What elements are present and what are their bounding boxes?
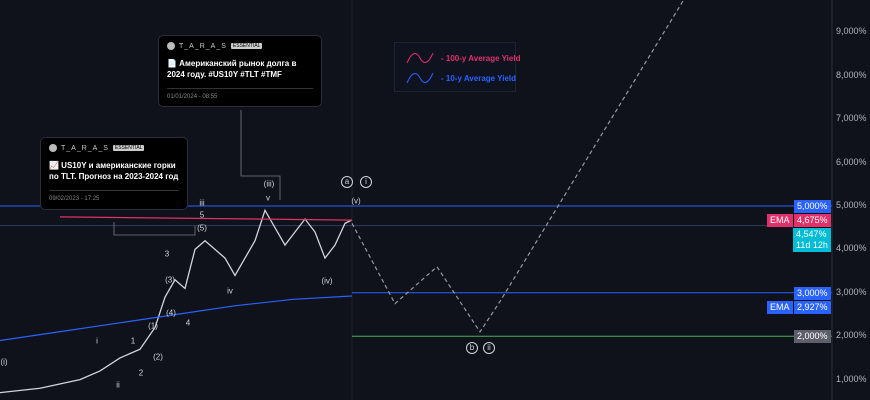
y-tick-label: 6,000%: [836, 156, 867, 167]
wave-label: (v): [351, 196, 361, 206]
card-text: 📈 US10Y и американские горки по TLT. Про…: [49, 161, 179, 181]
y-tick-label: 5,000%: [836, 200, 867, 210]
wave-line-icon: [406, 72, 434, 84]
wave-label: (5): [197, 223, 207, 233]
wave-label: (1): [148, 321, 158, 331]
wave-label: ii: [116, 380, 120, 390]
price-tag-text: 4,675%: [797, 215, 828, 226]
wave-label: 5: [199, 210, 205, 220]
legend-label: - 100-y Average Yield: [441, 53, 521, 63]
wave-label: 3: [164, 249, 170, 259]
price-tag-text: 4,547%: [796, 229, 827, 240]
wave-label: i: [360, 176, 372, 188]
wave-label: iii: [199, 198, 205, 208]
card-user: T_A_R_A_S: [61, 144, 109, 152]
wave-label: 1: [130, 336, 136, 346]
price-tag: 3,000%: [794, 286, 831, 300]
price-tag-countdown: 11d 12h: [796, 240, 828, 251]
price-tag: 5,000%: [794, 200, 831, 213]
card-badge: ESSENTIAL: [112, 145, 145, 151]
price-tag-text: 5,000%: [797, 201, 828, 211]
legend-entry-10y: - 10-y Average Yield: [405, 71, 516, 85]
wave-label: (i): [0, 357, 8, 367]
legend-label: - 10-y Average Yield: [441, 73, 516, 83]
card-connector-2024: [240, 110, 281, 200]
wave-label: (3): [165, 275, 175, 285]
price-tag-text: 2,000%: [797, 331, 828, 342]
wave-label: (iv): [321, 276, 333, 286]
wave-label: (4): [166, 308, 176, 318]
legend-entry-100y: - 100-y Average Yield: [405, 51, 520, 65]
y-tick-label: 2,000%: [836, 330, 867, 341]
card-date: 01/01/2024 - 08:55: [167, 88, 313, 100]
avatar: [49, 144, 57, 152]
idea-card-2023[interactable]: T_A_R_A_S ESSENTIAL 📈 US10Y и американски…: [40, 137, 188, 210]
y-tick-label: 3,000%: [836, 286, 867, 297]
price-tag-text: 3,000%: [797, 287, 828, 298]
wave-label: iv: [227, 286, 233, 296]
wave-label: (iii): [263, 179, 275, 189]
legend: - 100-y Average Yield - 10-y Average Yie…: [394, 42, 520, 92]
ema-tag: EMA: [767, 214, 793, 228]
ema-tag: EMA: [767, 300, 793, 314]
price-tag: 2,927%: [794, 300, 831, 314]
wave-label: ii: [483, 342, 495, 354]
idea-card-2024[interactable]: T_A_R_A_S ESSENTIAL 📄 Американский рынок …: [158, 35, 322, 107]
wave-label: (2): [153, 352, 163, 362]
wave-label: 2: [138, 368, 144, 378]
price-tag: 2,000%: [794, 330, 831, 344]
wave-label: 4: [185, 318, 191, 328]
wave-label: a: [341, 176, 353, 188]
price-tag: 4,675%: [794, 214, 831, 228]
card-badge: ESSENTIAL: [230, 43, 263, 49]
wave-line-icon: [406, 52, 434, 64]
y-tick-label: 4,000%: [836, 243, 867, 254]
avatar: [167, 42, 175, 50]
wave-label: b: [466, 342, 478, 354]
card-date: 09/02/2023 - 17:25: [49, 190, 179, 202]
series-line-10-y Average Yield: [0, 295, 353, 342]
series-line-100-y Average Yield: [59, 216, 353, 221]
y-tick-label: 7,000%: [836, 113, 867, 124]
price-tag: 4,547% 11d 12h: [793, 228, 831, 253]
series-line-projection: [351, 0, 685, 333]
y-tick-label: 1,000%: [836, 373, 867, 384]
card-connector-2023: [113, 222, 196, 236]
price-tag-text: 2,927%: [797, 301, 828, 312]
series-line-price: [0, 208, 353, 394]
y-tick-label: 9,000%: [836, 26, 867, 37]
card-text: 📄 Американский рынок долга в 2024 году. …: [167, 59, 297, 79]
wave-label: i: [96, 336, 98, 346]
y-tick-label: 8,000%: [836, 69, 867, 80]
wave-label: v: [266, 193, 270, 203]
card-user: T_A_R_A_S: [179, 42, 227, 50]
